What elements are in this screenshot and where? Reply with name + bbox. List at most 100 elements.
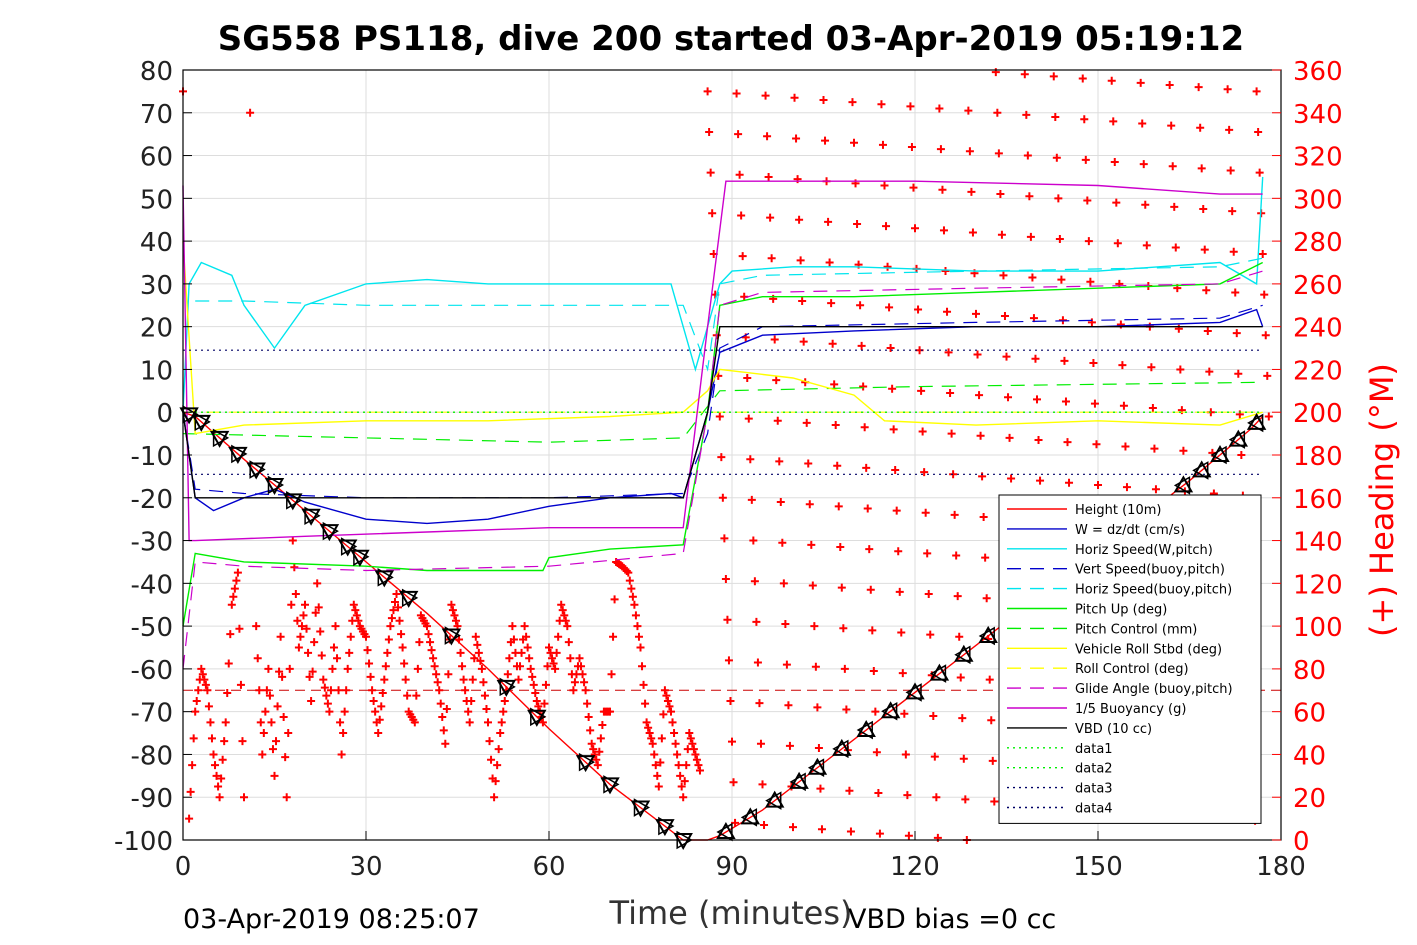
y-right-tick-label: 320 — [1293, 143, 1343, 173]
heading-point — [853, 220, 862, 228]
heading-point — [345, 648, 354, 657]
heading-point — [482, 704, 491, 713]
heading-point — [737, 211, 746, 220]
heading-point — [624, 568, 633, 577]
heading-point — [201, 680, 210, 689]
heading-point — [834, 502, 843, 511]
heading-point — [660, 686, 669, 695]
heading-point — [999, 271, 1008, 280]
heading-point — [1000, 311, 1009, 320]
triangle-down-marker — [630, 800, 651, 818]
heading-point — [882, 222, 891, 231]
heading-point — [634, 632, 643, 641]
heading-point — [349, 600, 358, 609]
heading-point — [1139, 160, 1148, 169]
heading-point — [310, 638, 319, 647]
heading-point — [426, 638, 435, 647]
heading-point — [667, 707, 675, 716]
heading-point — [1109, 117, 1118, 126]
heading-point — [598, 721, 607, 730]
heading-point — [442, 704, 451, 713]
heading-point — [946, 388, 955, 397]
heading-point — [410, 718, 419, 727]
heading-point — [877, 100, 886, 109]
heading-point — [433, 678, 442, 687]
heading-point — [563, 622, 572, 631]
heading-point — [744, 414, 753, 423]
heading-point — [923, 549, 932, 558]
heading-point — [686, 734, 695, 743]
triangle-left-marker — [1173, 476, 1191, 495]
heading-point — [557, 600, 566, 609]
heading-point — [235, 624, 244, 633]
heading-point — [447, 600, 456, 609]
triangle-down-marker — [441, 628, 462, 646]
heading-point — [272, 737, 281, 746]
heading-point — [1197, 164, 1206, 173]
heading-point — [828, 339, 837, 348]
heading-point — [284, 729, 293, 738]
heading-point — [836, 542, 845, 551]
heading-point — [837, 583, 846, 592]
heading-point — [586, 726, 595, 735]
heading-point — [860, 423, 869, 432]
heading-point — [1121, 442, 1130, 451]
heading-point — [1252, 87, 1261, 96]
heading-point — [885, 303, 894, 312]
heading-point — [354, 616, 363, 625]
heading-point — [505, 654, 514, 663]
heading-point — [718, 493, 727, 502]
heading-point — [214, 782, 223, 791]
heading-point — [279, 713, 288, 722]
heading-point — [1065, 478, 1074, 487]
heading-point — [647, 734, 656, 743]
heading-point — [224, 659, 233, 668]
heading-point — [206, 718, 215, 727]
heading-point — [387, 614, 396, 623]
heading-point — [194, 686, 203, 695]
heading-point — [947, 429, 956, 438]
triangle-left-marker — [954, 645, 971, 665]
heading-point — [301, 600, 309, 609]
heading-point — [630, 600, 639, 609]
triangle-down-marker — [301, 508, 321, 526]
triangle-right-marker — [401, 588, 419, 608]
heading-point — [1255, 168, 1264, 177]
triangle-right-marker — [267, 475, 285, 495]
heading-point — [261, 707, 270, 716]
legend-label: VBD (10 cc) — [1075, 722, 1152, 737]
heading-point — [342, 686, 351, 695]
heading-point — [1036, 476, 1045, 485]
heading-point — [1002, 352, 1011, 361]
heading-point — [706, 168, 715, 177]
heading-point — [883, 262, 892, 271]
heading-point — [500, 696, 509, 705]
heading-point — [708, 209, 717, 218]
heading-point — [691, 750, 700, 759]
heading-point — [583, 699, 592, 708]
heading-point — [450, 611, 459, 620]
heading-point — [785, 741, 794, 750]
heading-point — [276, 632, 285, 641]
heading-point — [392, 590, 401, 599]
heading-point — [229, 592, 238, 601]
heading-point — [651, 761, 660, 770]
heading-point — [924, 590, 933, 599]
heading-point — [441, 739, 450, 748]
heading-point — [491, 777, 500, 786]
heading-point — [831, 421, 840, 430]
y-axis-left-ticks: -100-90-80-70-60-50-40-30-20-10010203040… — [114, 57, 192, 857]
heading-point — [1176, 365, 1185, 374]
y-right-tick-label: 280 — [1293, 228, 1343, 258]
heading-point — [401, 675, 410, 684]
x-tick-label: 180 — [1256, 852, 1306, 882]
heading-point — [840, 664, 849, 673]
heading-point — [476, 656, 485, 665]
series-line — [182, 261, 1264, 627]
heading-point — [375, 715, 384, 724]
heading-point — [1086, 277, 1095, 286]
triangle-down-marker — [337, 539, 358, 557]
heading-point — [1087, 318, 1096, 327]
heading-point — [496, 729, 505, 738]
heading-point — [888, 384, 897, 393]
